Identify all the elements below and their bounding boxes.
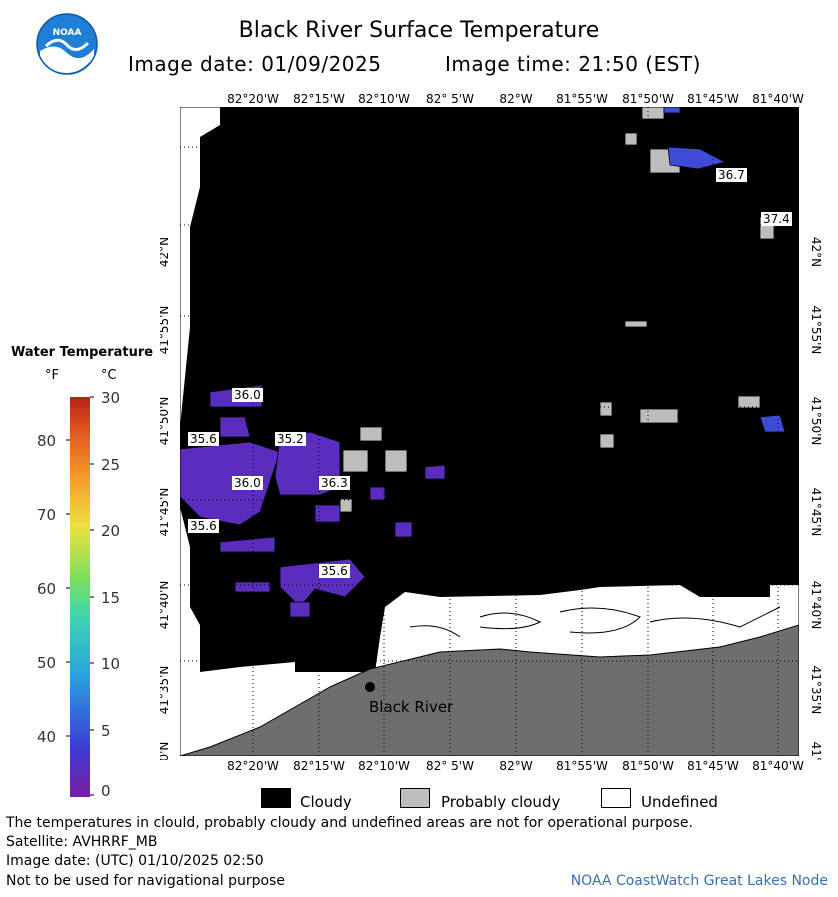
disclaimer: The temperatures in clould, probably clo… <box>6 815 693 831</box>
lat-label: 42°N <box>160 237 171 267</box>
image-time: Image time: 21:50 (EST) <box>445 52 701 76</box>
c-tick: 25 <box>101 456 121 474</box>
lon-label: 81°50'W <box>622 759 674 773</box>
lon-label: 81°55'W <box>556 92 608 106</box>
lon-label: 82°15'W <box>293 92 345 106</box>
undefined-label: Undefined <box>641 793 718 811</box>
temperature-map <box>180 107 799 756</box>
satellite-info: Satellite: AVHRRF_MB <box>6 834 158 850</box>
lat-label: 41°50'N <box>160 397 171 446</box>
lon-label: 82°15'W <box>293 759 345 773</box>
lon-label: 82°10'W <box>358 92 410 106</box>
legend-title: Water Temperature <box>11 345 154 360</box>
temp-label: 35.6 <box>319 564 350 578</box>
undefined-swatch <box>601 788 631 808</box>
warm-water-patches <box>663 107 786 433</box>
lon-label: 82° 5'W <box>426 759 474 773</box>
logo-text: NOAA <box>53 28 82 38</box>
temp-label: 36.3 <box>319 476 350 490</box>
lon-label: 81°45'W <box>687 759 739 773</box>
f-tick: 60 <box>37 580 57 598</box>
temp-label: 35.2 <box>275 432 306 446</box>
temp-label: 37.4 <box>761 212 792 226</box>
lon-label: 82°W <box>499 92 533 106</box>
lon-label: 82°W <box>499 759 533 773</box>
lat-label: 41°45'N <box>809 488 823 537</box>
place-label: Black River <box>369 698 454 716</box>
cloudy-area <box>180 107 799 672</box>
lon-label: 81°50'W <box>622 92 674 106</box>
probably-cloudy-label: Probably cloudy <box>441 793 561 811</box>
utc-image-date: Image date: (UTC) 01/10/2025 02:50 <box>6 853 264 869</box>
left-lat-labels: 42°N 41°55'N 41°50'N 41°45'N 41°40'N 41°… <box>160 237 171 760</box>
lat-label: 41°50'N <box>809 397 823 446</box>
cloudy-swatch <box>261 788 291 808</box>
legend-unit-c: °C <box>101 368 117 383</box>
c-tick: 5 <box>101 722 111 740</box>
temp-label: 36.7 <box>716 168 747 182</box>
graticule <box>180 107 799 756</box>
c-tick: 15 <box>101 589 121 607</box>
water-temperature-patches <box>180 384 446 618</box>
temp-label: 36.0 <box>232 388 263 402</box>
lat-label: 41°40'N <box>809 581 823 630</box>
probably-cloudy-swatch <box>400 788 430 808</box>
black-river-marker <box>365 682 375 692</box>
lat-label: 41°40'N <box>160 581 171 630</box>
noaa-logo: NOAA <box>36 13 98 75</box>
f-tick: 40 <box>37 728 57 746</box>
f-tick: 70 <box>37 506 57 524</box>
temp-label: 36.0 <box>232 476 263 490</box>
lon-label: 82°20'W <box>227 759 279 773</box>
lat-label: 41°30'N <box>809 742 823 760</box>
lat-label: 41°55'N <box>160 306 171 355</box>
right-lat-labels: 42°N 41°55'N 41°50'N 41°45'N 41°40'N 41°… <box>809 237 823 760</box>
temp-label: 35.6 <box>188 432 219 446</box>
land-area <box>180 624 799 756</box>
contour-lines <box>409 606 781 638</box>
color-scale <box>66 396 94 797</box>
c-tick: 30 <box>101 389 121 407</box>
lon-label: 81°40'W <box>752 92 804 106</box>
image-date: Image date: 01/09/2025 <box>128 52 382 76</box>
lon-label: 81°45'W <box>687 92 739 106</box>
lon-label: 82°10'W <box>358 759 410 773</box>
lat-label: 41°30'N <box>160 742 171 760</box>
scale-ticks <box>66 396 94 796</box>
lat-label: 41°35'N <box>160 666 171 715</box>
lon-label: 81°40'W <box>752 759 804 773</box>
c-tick: 0 <box>101 782 111 800</box>
lat-label: 41°55'N <box>809 306 823 355</box>
lon-label: 81°55'W <box>556 759 608 773</box>
f-tick: 50 <box>37 654 57 672</box>
credit-link[interactable]: NOAA CoastWatch Great Lakes Node <box>570 873 828 889</box>
lat-label: 42°N <box>809 237 823 267</box>
lat-label: 41°45'N <box>160 488 171 537</box>
cloudy-label: Cloudy <box>300 793 352 811</box>
lat-label: 41°35'N <box>809 666 823 715</box>
page-title: Black River Surface Temperature <box>238 18 600 43</box>
navigation-warning: Not to be used for navigational purpose <box>6 873 285 889</box>
lon-label: 82° 5'W <box>426 92 474 106</box>
temp-label: 35.6 <box>188 519 219 533</box>
lon-label: 82°20'W <box>227 92 279 106</box>
c-tick: 20 <box>101 522 121 540</box>
legend-unit-f: °F <box>45 368 59 383</box>
f-tick: 80 <box>37 432 57 450</box>
c-tick: 10 <box>101 655 121 673</box>
noaa-logo-icon: NOAA <box>36 13 98 75</box>
